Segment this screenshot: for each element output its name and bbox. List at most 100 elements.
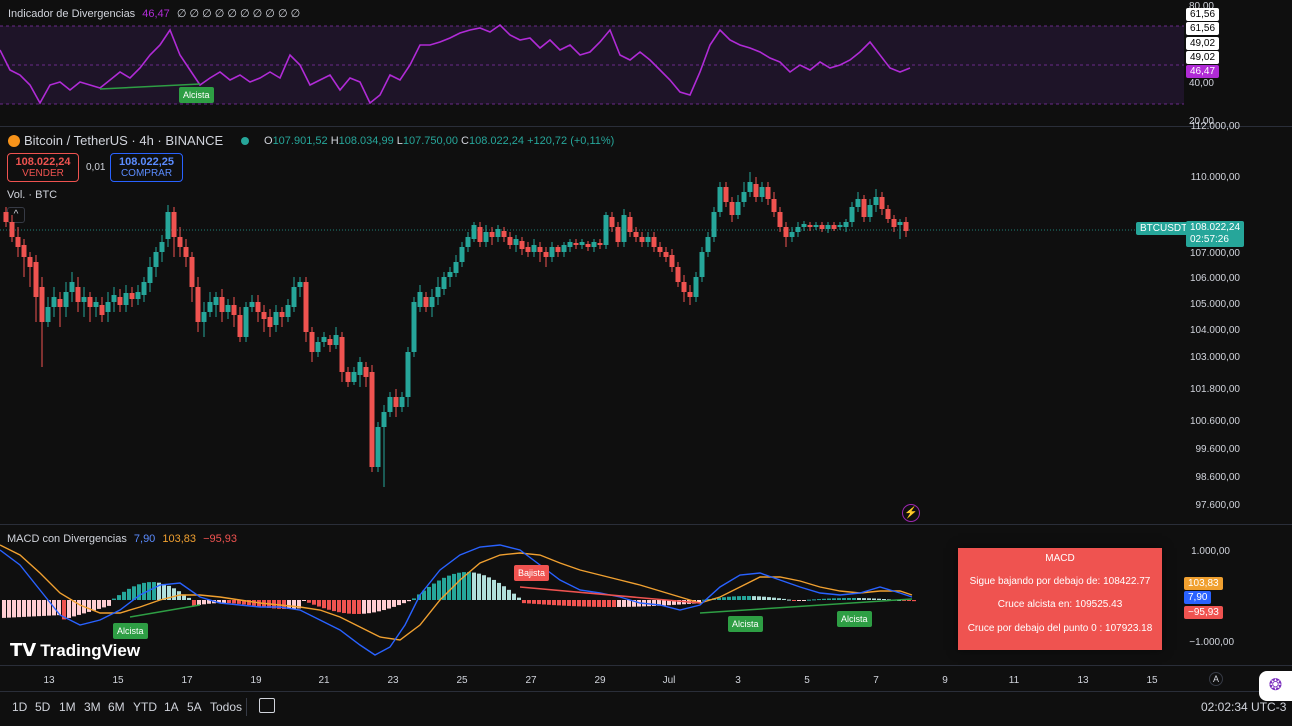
macd-histogram-bar [287, 600, 291, 609]
candle-body [363, 367, 369, 377]
macd-histogram-bar [112, 598, 116, 600]
macd-histogram-bar [542, 600, 546, 605]
candle-body [141, 282, 147, 295]
candle-body [765, 187, 771, 199]
range-todos[interactable]: Todos [210, 700, 243, 714]
macd-histogram-bar [472, 572, 476, 600]
candle-body [621, 215, 627, 242]
sell-button[interactable]: 108.022,24 VENDER [7, 153, 79, 182]
macd-histogram-bar [872, 598, 876, 600]
time-axis-label: 9 [942, 675, 948, 686]
macd-histogram-bar [912, 600, 916, 602]
price-chart[interactable] [0, 127, 1184, 523]
macd-histogram-bar [427, 586, 431, 600]
candle-body [273, 312, 279, 325]
price-axis-label: 104.000,00 [1189, 325, 1240, 336]
macd-histogram-bar [197, 600, 201, 605]
candle-body [753, 184, 759, 197]
candle-body [357, 362, 363, 375]
candle-body [525, 247, 531, 252]
macd-histogram-bar [847, 598, 851, 600]
macd-histogram-bar [297, 600, 301, 609]
range-5a[interactable]: 5A [187, 700, 202, 714]
rsi-bullish-label: Alcista [179, 87, 214, 103]
close-label: C [461, 135, 469, 147]
macd-histogram-bar [797, 600, 801, 601]
pane-separator[interactable] [0, 524, 1292, 525]
time-axis-label: Jul [662, 675, 676, 686]
candle-body [21, 245, 27, 257]
brain-icon[interactable]: ❂ [1259, 671, 1292, 701]
macd-histogram-bar [252, 600, 256, 606]
macd-histogram-bar [302, 600, 306, 601]
candle-body [279, 312, 285, 317]
candle-body [387, 397, 393, 412]
range-6m[interactable]: 6M [108, 700, 125, 714]
macd-histogram-bar [407, 600, 411, 602]
candle-body [33, 262, 39, 297]
macd-histogram-bar [827, 598, 831, 600]
macd-histogram-bar [92, 600, 96, 611]
range-3m[interactable]: 3M [84, 700, 101, 714]
macd-histogram-bar [767, 597, 771, 600]
time-axis-label: 21 [318, 675, 330, 686]
bitcoin-icon [8, 135, 20, 147]
pane-separator[interactable] [0, 126, 1292, 127]
range-1m[interactable]: 1M [59, 700, 76, 714]
candle-body [735, 202, 741, 215]
macd-histogram-bar [582, 600, 586, 607]
volume-legend[interactable]: Vol. · BTC [7, 189, 58, 201]
price-axis-label: 98.600,00 [1195, 472, 1241, 483]
candle-body [615, 227, 621, 242]
range-1d[interactable]: 1D [12, 700, 28, 714]
macd-legend[interactable]: MACD con Divergencias 7,90 103,83 −95,93 [7, 533, 237, 545]
range-5d[interactable]: 5D [35, 700, 51, 714]
buy-button[interactable]: 108.022,25 COMPRAR [110, 153, 183, 182]
candle-body [9, 222, 15, 237]
candle-body [681, 282, 687, 292]
macd-histogram-bar [602, 600, 606, 607]
candle-body [333, 335, 339, 345]
candle-body [543, 252, 549, 257]
macd-histogram-bar [227, 600, 231, 604]
tradingview-logo[interactable]: 𝗧𝗩 TradingView [10, 640, 140, 661]
rsi-plot[interactable] [0, 0, 1184, 126]
candle-body [675, 267, 681, 282]
candle-body [585, 244, 591, 247]
utc-clock[interactable]: 02:02:34 UTC-3 [1201, 700, 1287, 714]
macd-histogram-bar [12, 600, 16, 618]
candle-body [435, 287, 441, 297]
calendar-icon[interactable] [259, 698, 275, 713]
macd-histogram-bar [772, 597, 776, 600]
candle-body [327, 339, 333, 345]
candle-body [57, 299, 63, 307]
auto-scale-button[interactable]: A [1209, 672, 1223, 686]
candle-body [591, 242, 597, 247]
macd-histogram-bar [202, 600, 206, 605]
candle-body [711, 212, 717, 237]
symbol-legend[interactable]: Bitcoin / TetherUS · 4h · BINANCE [8, 133, 249, 148]
time-axis-label: 27 [525, 675, 537, 686]
candle-body [189, 257, 195, 287]
candle-body [693, 277, 699, 297]
macd-value-tag: 7,90 [1184, 591, 1212, 604]
macd-histogram-bar [547, 600, 551, 605]
macd-histogram-bar [222, 600, 226, 604]
macd-histogram-bar [752, 596, 756, 600]
macd-histogram-bar [132, 586, 136, 600]
macd-popup-title: MACD [1045, 553, 1075, 564]
lightning-icon[interactable]: ⚡ [902, 504, 920, 522]
rsi-axis-20: 20,00 [1188, 116, 1214, 127]
range-ytd[interactable]: YTD [133, 700, 157, 714]
candle-body [459, 247, 465, 262]
candle-body [3, 212, 9, 222]
macd-plot[interactable] [0, 525, 1184, 665]
rsi-legend[interactable]: Indicador de Divergencias 46,47 ∅ ∅ ∅ ∅ … [8, 7, 300, 20]
rsi-line [0, 23, 911, 105]
macd-histogram-bar [482, 575, 486, 600]
time-axis-label: 25 [456, 675, 468, 686]
range-1a[interactable]: 1A [164, 700, 179, 714]
candle-body [771, 199, 777, 212]
macd-histogram-bar [347, 600, 351, 614]
macd-histogram-bar [837, 598, 841, 600]
